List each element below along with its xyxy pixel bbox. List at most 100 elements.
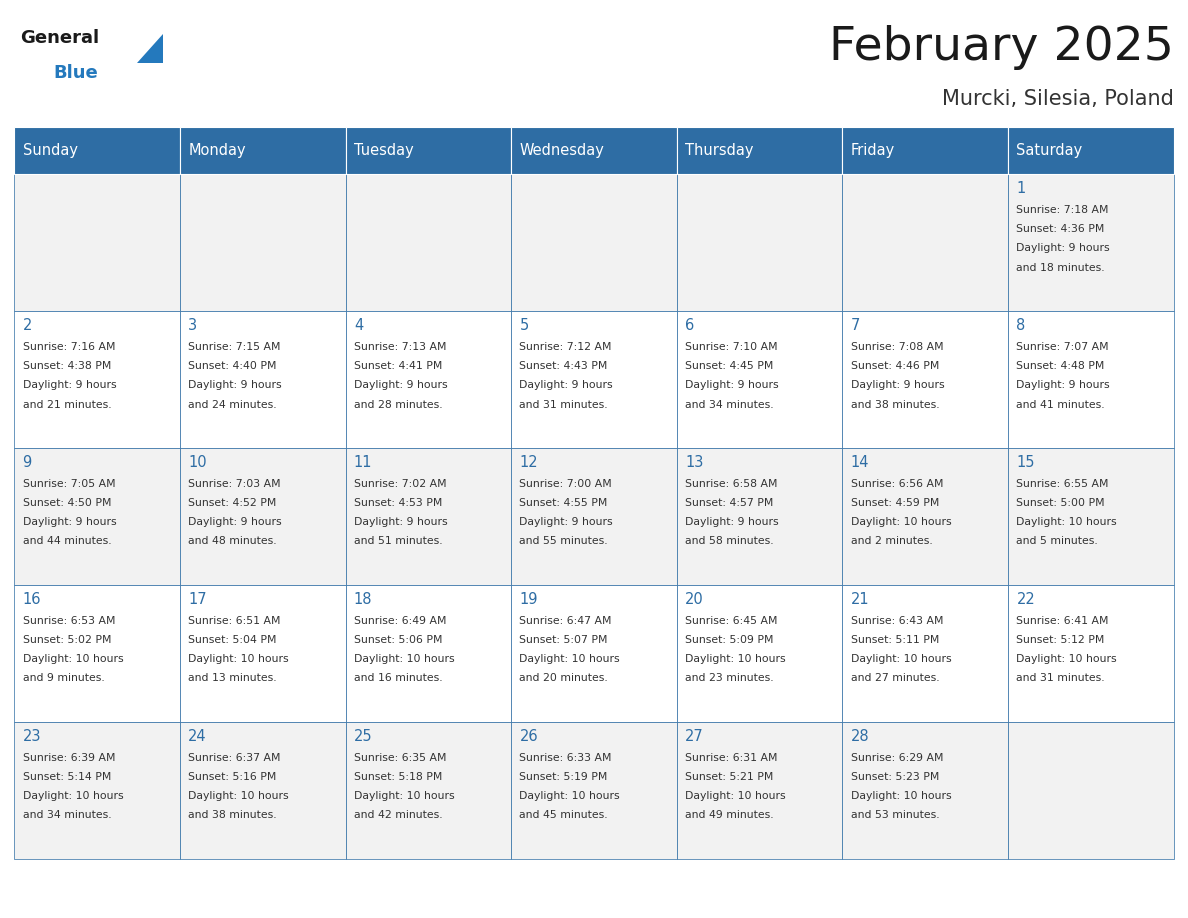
Text: Wednesday: Wednesday <box>519 143 605 158</box>
Text: Saturday: Saturday <box>1017 143 1082 158</box>
Text: Sunrise: 7:13 AM: Sunrise: 7:13 AM <box>354 341 447 352</box>
Text: Daylight: 10 hours: Daylight: 10 hours <box>851 517 952 527</box>
Text: 24: 24 <box>188 729 207 744</box>
Text: Daylight: 10 hours: Daylight: 10 hours <box>685 655 785 664</box>
Text: 3: 3 <box>188 318 197 333</box>
Text: Sunrise: 7:10 AM: Sunrise: 7:10 AM <box>685 341 778 352</box>
Text: Sunrise: 6:43 AM: Sunrise: 6:43 AM <box>851 616 943 625</box>
Text: 26: 26 <box>519 729 538 744</box>
Text: Sunrise: 6:45 AM: Sunrise: 6:45 AM <box>685 616 778 625</box>
Text: Sunrise: 6:33 AM: Sunrise: 6:33 AM <box>519 753 612 763</box>
Text: 11: 11 <box>354 454 372 470</box>
Text: and 41 minutes.: and 41 minutes. <box>1017 399 1105 409</box>
Text: and 2 minutes.: and 2 minutes. <box>851 536 933 546</box>
Text: Sunrise: 7:07 AM: Sunrise: 7:07 AM <box>1017 341 1110 352</box>
Text: 2: 2 <box>23 318 32 333</box>
Text: and 16 minutes.: and 16 minutes. <box>354 674 442 683</box>
Text: Murcki, Silesia, Poland: Murcki, Silesia, Poland <box>942 89 1174 109</box>
Text: Daylight: 10 hours: Daylight: 10 hours <box>519 655 620 664</box>
Text: 6: 6 <box>685 318 695 333</box>
Text: and 27 minutes.: and 27 minutes. <box>851 674 940 683</box>
Text: Sunrise: 6:51 AM: Sunrise: 6:51 AM <box>188 616 280 625</box>
Text: and 55 minutes.: and 55 minutes. <box>519 536 608 546</box>
Text: Sunrise: 7:08 AM: Sunrise: 7:08 AM <box>851 341 943 352</box>
Text: Daylight: 10 hours: Daylight: 10 hours <box>519 791 620 801</box>
Text: Daylight: 10 hours: Daylight: 10 hours <box>851 791 952 801</box>
Text: Sunday: Sunday <box>23 143 77 158</box>
Text: Sunset: 5:04 PM: Sunset: 5:04 PM <box>188 635 277 644</box>
Text: Daylight: 10 hours: Daylight: 10 hours <box>1017 517 1117 527</box>
Text: Daylight: 10 hours: Daylight: 10 hours <box>188 655 289 664</box>
Text: and 5 minutes.: and 5 minutes. <box>1017 536 1098 546</box>
Text: and 38 minutes.: and 38 minutes. <box>188 811 277 821</box>
Text: Sunset: 4:52 PM: Sunset: 4:52 PM <box>188 498 277 508</box>
Text: 13: 13 <box>685 454 703 470</box>
Text: Daylight: 10 hours: Daylight: 10 hours <box>188 791 289 801</box>
Text: Sunset: 5:02 PM: Sunset: 5:02 PM <box>23 635 110 644</box>
Text: and 28 minutes.: and 28 minutes. <box>354 399 442 409</box>
Text: 7: 7 <box>851 318 860 333</box>
Text: 14: 14 <box>851 454 870 470</box>
Text: 5: 5 <box>519 318 529 333</box>
Text: and 53 minutes.: and 53 minutes. <box>851 811 940 821</box>
Text: Sunrise: 6:39 AM: Sunrise: 6:39 AM <box>23 753 115 763</box>
Text: Monday: Monday <box>188 143 246 158</box>
Text: Sunset: 5:11 PM: Sunset: 5:11 PM <box>851 635 940 644</box>
Text: and 18 minutes.: and 18 minutes. <box>1017 263 1105 273</box>
Text: Daylight: 9 hours: Daylight: 9 hours <box>519 517 613 527</box>
Text: Sunset: 5:12 PM: Sunset: 5:12 PM <box>1017 635 1105 644</box>
Text: 18: 18 <box>354 592 372 607</box>
Text: and 49 minutes.: and 49 minutes. <box>685 811 773 821</box>
Text: 9: 9 <box>23 454 32 470</box>
Text: Daylight: 10 hours: Daylight: 10 hours <box>23 655 124 664</box>
Text: General: General <box>20 29 100 48</box>
Text: Sunrise: 7:16 AM: Sunrise: 7:16 AM <box>23 341 115 352</box>
Text: Sunset: 5:09 PM: Sunset: 5:09 PM <box>685 635 773 644</box>
Text: Daylight: 9 hours: Daylight: 9 hours <box>851 380 944 390</box>
Text: Daylight: 9 hours: Daylight: 9 hours <box>685 380 779 390</box>
Text: and 44 minutes.: and 44 minutes. <box>23 536 112 546</box>
Text: 20: 20 <box>685 592 703 607</box>
Text: 25: 25 <box>354 729 373 744</box>
Text: Daylight: 9 hours: Daylight: 9 hours <box>1017 380 1110 390</box>
Text: Sunset: 4:57 PM: Sunset: 4:57 PM <box>685 498 773 508</box>
Text: and 31 minutes.: and 31 minutes. <box>519 399 608 409</box>
Text: Sunset: 5:06 PM: Sunset: 5:06 PM <box>354 635 442 644</box>
Text: Daylight: 9 hours: Daylight: 9 hours <box>685 517 779 527</box>
Text: and 31 minutes.: and 31 minutes. <box>1017 674 1105 683</box>
Text: Sunset: 4:55 PM: Sunset: 4:55 PM <box>519 498 608 508</box>
Text: and 34 minutes.: and 34 minutes. <box>685 399 773 409</box>
Text: Sunset: 5:19 PM: Sunset: 5:19 PM <box>519 772 608 782</box>
Text: Sunset: 4:36 PM: Sunset: 4:36 PM <box>1017 224 1105 234</box>
Text: Sunrise: 6:37 AM: Sunrise: 6:37 AM <box>188 753 280 763</box>
Text: Sunset: 5:16 PM: Sunset: 5:16 PM <box>188 772 277 782</box>
Text: Daylight: 10 hours: Daylight: 10 hours <box>685 791 785 801</box>
Text: Sunset: 4:46 PM: Sunset: 4:46 PM <box>851 361 940 371</box>
Text: 8: 8 <box>1017 318 1025 333</box>
Text: Sunrise: 6:47 AM: Sunrise: 6:47 AM <box>519 616 612 625</box>
Text: Daylight: 9 hours: Daylight: 9 hours <box>1017 243 1110 253</box>
Text: Sunset: 4:48 PM: Sunset: 4:48 PM <box>1017 361 1105 371</box>
Text: Thursday: Thursday <box>685 143 753 158</box>
Text: Daylight: 10 hours: Daylight: 10 hours <box>851 655 952 664</box>
Text: Sunrise: 6:58 AM: Sunrise: 6:58 AM <box>685 478 778 488</box>
Text: Sunset: 4:38 PM: Sunset: 4:38 PM <box>23 361 110 371</box>
Text: Sunrise: 7:15 AM: Sunrise: 7:15 AM <box>188 341 280 352</box>
Text: Sunset: 5:07 PM: Sunset: 5:07 PM <box>519 635 608 644</box>
Text: Sunrise: 6:56 AM: Sunrise: 6:56 AM <box>851 478 943 488</box>
Text: Tuesday: Tuesday <box>354 143 413 158</box>
Text: Sunset: 5:18 PM: Sunset: 5:18 PM <box>354 772 442 782</box>
Text: Sunrise: 6:49 AM: Sunrise: 6:49 AM <box>354 616 447 625</box>
Text: Blue: Blue <box>53 64 99 83</box>
Text: 16: 16 <box>23 592 42 607</box>
Text: and 48 minutes.: and 48 minutes. <box>188 536 277 546</box>
Text: Sunset: 4:59 PM: Sunset: 4:59 PM <box>851 498 940 508</box>
Text: Sunset: 4:40 PM: Sunset: 4:40 PM <box>188 361 277 371</box>
Text: Daylight: 9 hours: Daylight: 9 hours <box>23 380 116 390</box>
Text: 17: 17 <box>188 592 207 607</box>
Text: and 21 minutes.: and 21 minutes. <box>23 399 112 409</box>
Text: 23: 23 <box>23 729 42 744</box>
Text: 4: 4 <box>354 318 364 333</box>
Text: 27: 27 <box>685 729 703 744</box>
Text: Sunset: 5:14 PM: Sunset: 5:14 PM <box>23 772 110 782</box>
